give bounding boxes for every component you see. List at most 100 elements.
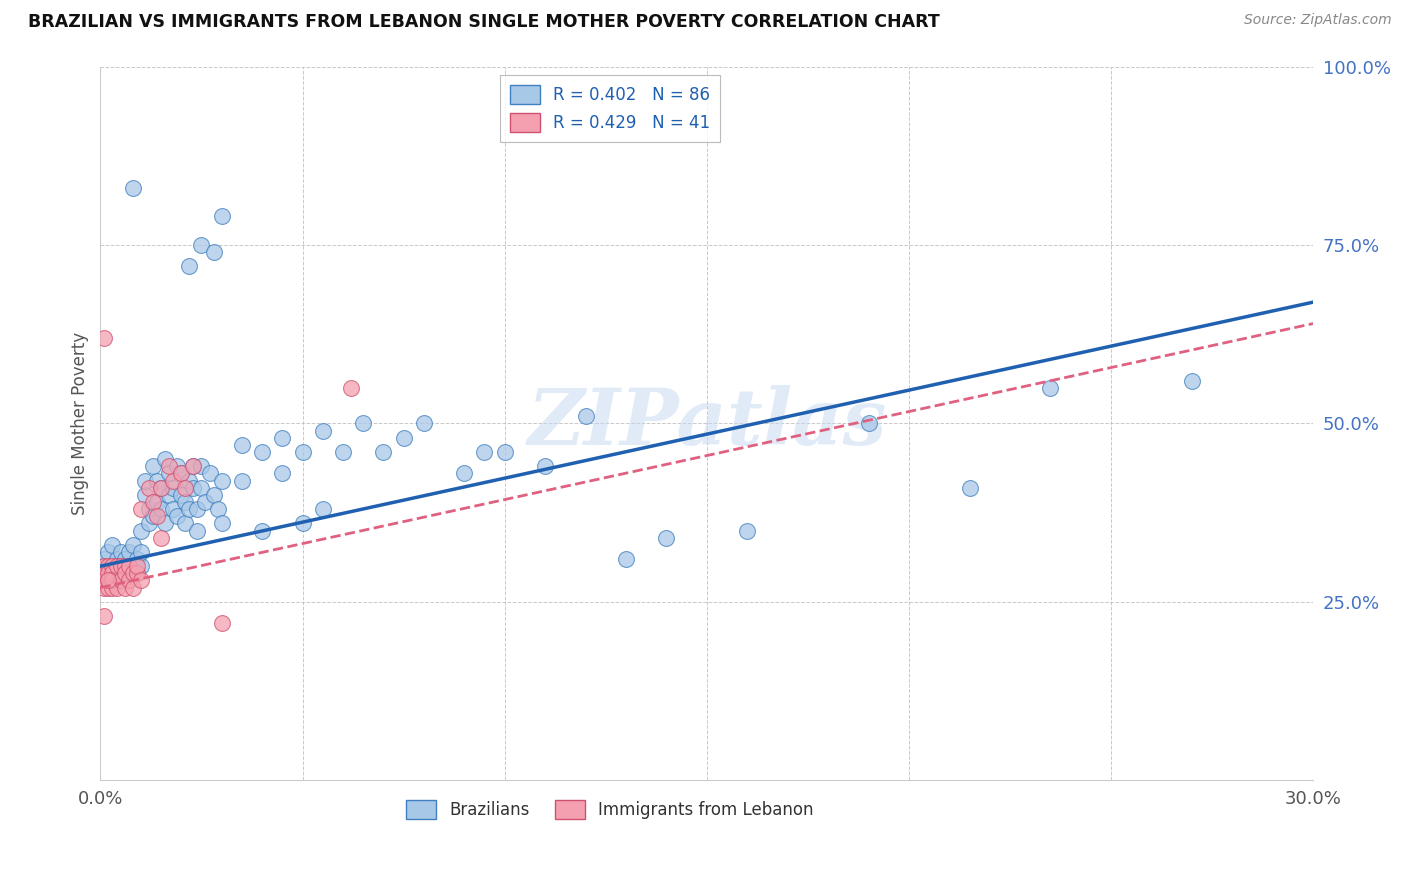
Point [129, 502, 152, 516]
Point [101, 559, 124, 574]
Point [97, 574, 120, 588]
Point [162, 502, 184, 516]
Point [110, 574, 132, 588]
Point [101, 574, 124, 588]
Point [114, 566, 136, 581]
Point [97, 559, 120, 574]
Point [179, 502, 201, 516]
Point [110, 545, 132, 559]
Point [194, 495, 217, 509]
Point [170, 488, 193, 502]
Point [146, 495, 169, 509]
Point [186, 524, 208, 538]
Point [211, 516, 233, 531]
Point [153, 452, 176, 467]
Point [735, 524, 758, 538]
Point [105, 559, 128, 574]
Point [157, 488, 180, 502]
Text: ZIPatlas: ZIPatlas [527, 385, 887, 462]
Point [93, 559, 115, 574]
Point [373, 445, 395, 459]
Point [134, 474, 156, 488]
Point [166, 459, 188, 474]
Point [858, 417, 880, 431]
Point [174, 481, 197, 495]
Point [93, 581, 115, 595]
Point [97, 545, 120, 559]
Point [231, 474, 253, 488]
Point [170, 467, 193, 481]
Point [93, 559, 115, 574]
Point [231, 438, 253, 452]
Point [138, 516, 160, 531]
Point [129, 574, 152, 588]
Point [125, 552, 148, 566]
Point [97, 566, 120, 581]
Point [105, 581, 128, 595]
Point [534, 459, 557, 474]
Point [101, 538, 124, 552]
Point [125, 566, 148, 581]
Point [614, 552, 637, 566]
Point [186, 502, 208, 516]
Point [291, 445, 314, 459]
Point [121, 181, 143, 195]
Point [1039, 381, 1062, 395]
Point [101, 566, 124, 581]
Point [412, 417, 434, 431]
Point [101, 559, 124, 574]
Point [250, 524, 273, 538]
Point [110, 559, 132, 574]
Point [574, 409, 596, 424]
Point [291, 516, 314, 531]
Point [121, 566, 143, 581]
Point [110, 559, 132, 574]
Point [183, 481, 205, 495]
Point [174, 495, 197, 509]
Point [474, 445, 496, 459]
Point [146, 474, 169, 488]
Point [207, 502, 229, 516]
Text: Source: ZipAtlas.com: Source: ZipAtlas.com [1244, 13, 1392, 28]
Point [190, 459, 212, 474]
Point [118, 574, 141, 588]
Point [1181, 374, 1204, 388]
Point [183, 459, 205, 474]
Point [332, 445, 354, 459]
Point [150, 481, 173, 495]
Legend: Brazilians, Immigrants from Lebanon: Brazilians, Immigrants from Lebanon [399, 793, 820, 825]
Point [179, 474, 201, 488]
Point [959, 481, 981, 495]
Point [312, 502, 335, 516]
Point [190, 238, 212, 252]
Point [129, 524, 152, 538]
Point [190, 481, 212, 495]
Point [312, 424, 335, 438]
Point [146, 509, 169, 524]
Point [211, 616, 233, 631]
Point [198, 467, 221, 481]
Point [101, 581, 124, 595]
Point [179, 260, 201, 274]
Point [129, 545, 152, 559]
Point [150, 502, 173, 516]
Point [250, 445, 273, 459]
Text: BRAZILIAN VS IMMIGRANTS FROM LEBANON SINGLE MOTHER POVERTY CORRELATION CHART: BRAZILIAN VS IMMIGRANTS FROM LEBANON SIN… [28, 13, 939, 31]
Point [134, 488, 156, 502]
Point [114, 566, 136, 581]
Point [271, 431, 294, 445]
Point [114, 581, 136, 595]
Y-axis label: Single Mother Poverty: Single Mother Poverty [72, 332, 89, 515]
Point [150, 531, 173, 545]
Point [174, 516, 197, 531]
Point [121, 538, 143, 552]
Point [392, 431, 415, 445]
Point [142, 509, 165, 524]
Point [93, 566, 115, 581]
Point [93, 552, 115, 566]
Point [655, 531, 678, 545]
Point [118, 559, 141, 574]
Point [170, 467, 193, 481]
Point [97, 566, 120, 581]
Point [453, 467, 475, 481]
